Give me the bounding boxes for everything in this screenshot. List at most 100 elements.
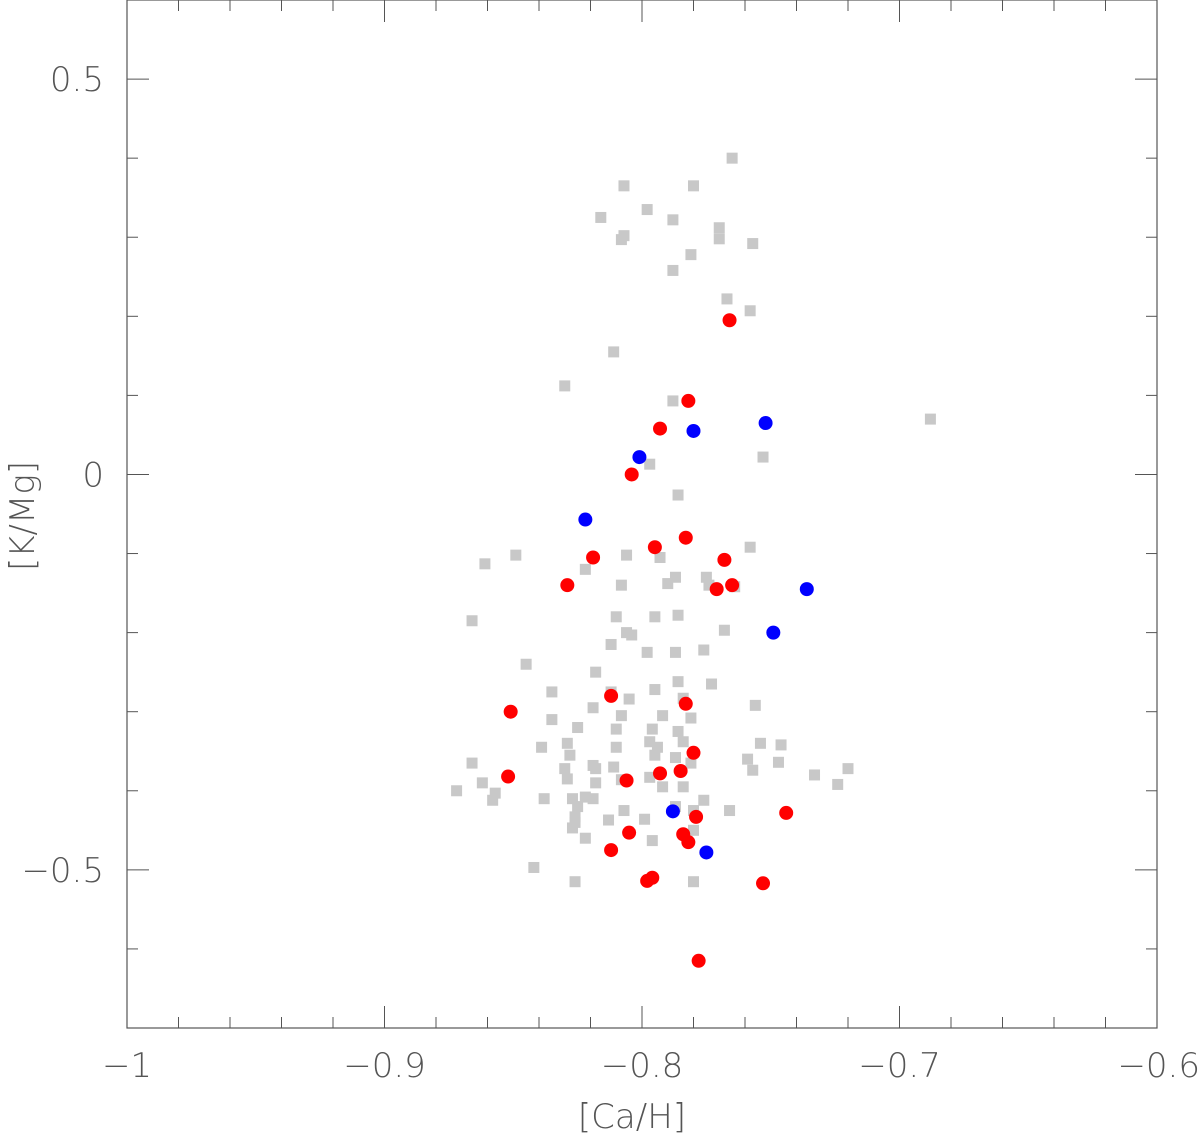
- gray-square-marker: [610, 741, 622, 753]
- red-circle-marker: [681, 393, 696, 408]
- gray-square-marker: [639, 813, 651, 825]
- gray-square-marker: [546, 714, 558, 726]
- gray-square-marker: [713, 233, 725, 245]
- gray-square-marker: [603, 814, 615, 826]
- x-tick-label: −0.7: [858, 1046, 941, 1086]
- gray-square-marker: [809, 769, 821, 781]
- gray-square-marker: [489, 787, 501, 799]
- gray-square-marker: [605, 638, 617, 650]
- red-circle-marker: [709, 582, 724, 597]
- gray-square-marker: [569, 876, 581, 888]
- blue-circle-marker: [686, 423, 701, 438]
- gray-square-marker: [924, 413, 936, 425]
- gray-square-marker: [657, 710, 669, 722]
- gray-square-marker: [559, 763, 571, 775]
- x-tick-label: −1: [102, 1046, 152, 1086]
- gray-square-marker: [590, 666, 602, 678]
- gray-square-marker: [579, 832, 591, 844]
- gray-square-marker: [579, 791, 591, 803]
- gray-square-marker: [559, 380, 571, 392]
- gray-square-marker: [688, 824, 699, 836]
- gray-square-marker: [667, 395, 679, 407]
- y-axis-label: [K/Mg]: [3, 461, 43, 571]
- gray-square-marker: [564, 749, 576, 761]
- gray-square-marker: [688, 876, 699, 888]
- gray-square-marker: [646, 835, 658, 847]
- gray-square-marker: [672, 676, 684, 688]
- gray-square-marker: [646, 723, 658, 735]
- gray-square-marker: [698, 644, 710, 656]
- gray-square-marker: [700, 571, 712, 583]
- gray-square-marker: [487, 794, 499, 806]
- gray-square-marker: [757, 451, 769, 463]
- gray-square-marker: [685, 712, 697, 724]
- gray-square-marker: [742, 753, 754, 765]
- gray-square-marker: [538, 793, 550, 805]
- x-tick-label: −0.6: [1117, 1046, 1200, 1086]
- gray-square-marker: [608, 761, 620, 773]
- gray-square-marker: [644, 458, 656, 470]
- red-circle-marker: [686, 745, 701, 760]
- gray-square-marker: [561, 737, 573, 749]
- gray-square-marker: [657, 781, 669, 793]
- gray-square-marker: [842, 763, 854, 775]
- gray-square-marker: [479, 558, 491, 570]
- gray-square-marker: [569, 816, 581, 828]
- red-circle-marker: [560, 578, 575, 593]
- gray-square-marker: [667, 214, 679, 226]
- gray-square-marker: [669, 571, 681, 583]
- gray-square-marker: [685, 757, 697, 769]
- gray-square-marker: [651, 741, 663, 753]
- y-tick-label: 0: [82, 455, 104, 495]
- gray-square-marker: [572, 801, 584, 813]
- gray-square-marker: [590, 763, 602, 775]
- red-circle-marker: [779, 805, 794, 820]
- gray-square-marker: [703, 579, 715, 591]
- red-circle-marker: [640, 873, 655, 888]
- gray-square-marker: [698, 794, 710, 806]
- x-tick-label: −0.8: [601, 1046, 684, 1086]
- gray-square-marker: [724, 805, 736, 817]
- blue-circle-marker: [632, 450, 647, 465]
- gray-square-marker: [772, 756, 784, 768]
- gray-square-marker: [595, 211, 607, 223]
- blue-circle-marker: [766, 625, 781, 640]
- gray-square-marker: [610, 611, 622, 623]
- gray-square-marker: [713, 222, 725, 234]
- gray-square-marker: [754, 737, 766, 749]
- gray-square-marker: [718, 624, 730, 636]
- red-circle-marker: [604, 688, 619, 703]
- red-circle-marker: [678, 696, 693, 711]
- y-tick-label: −0.5: [21, 851, 104, 891]
- gray-square-marker: [662, 578, 674, 590]
- red-circle-marker: [717, 552, 732, 567]
- gray-square-marker: [649, 611, 661, 623]
- gray-square-marker: [590, 777, 602, 789]
- red-circle-marker: [653, 766, 668, 781]
- gray-square-marker: [536, 741, 548, 753]
- gray-square-marker: [641, 204, 653, 216]
- blue-circle-marker: [665, 804, 680, 819]
- x-axis-label: [Ca/H]: [578, 1097, 686, 1137]
- red-circle-marker: [673, 764, 688, 778]
- red-circle-marker: [647, 540, 662, 555]
- gray-square-marker: [726, 152, 738, 164]
- gray-square-marker: [747, 764, 759, 776]
- red-circle-marker: [622, 825, 637, 840]
- y-tick-label: 0.5: [50, 60, 104, 100]
- gray-square-marker: [649, 749, 661, 761]
- blue-circle-marker: [578, 512, 593, 527]
- gray-square-marker: [721, 293, 733, 305]
- gray-square-marker: [510, 549, 522, 561]
- gray-square-marker: [749, 699, 761, 711]
- gray-square-marker: [528, 861, 540, 873]
- tick-labels: −1 −0.9 −0.8 −0.7 −0.6 −0.5 0 0.5: [21, 60, 1200, 1086]
- gray-square-marker: [775, 739, 787, 751]
- gray-square-marker: [672, 609, 684, 621]
- gray-square-marker: [615, 234, 627, 246]
- blue-circle-marker: [758, 416, 773, 431]
- gray-square-marker: [832, 778, 844, 790]
- gray-square-marker: [451, 785, 463, 797]
- x-tick-label: −0.9: [343, 1046, 426, 1086]
- gray-square-marker: [626, 629, 638, 641]
